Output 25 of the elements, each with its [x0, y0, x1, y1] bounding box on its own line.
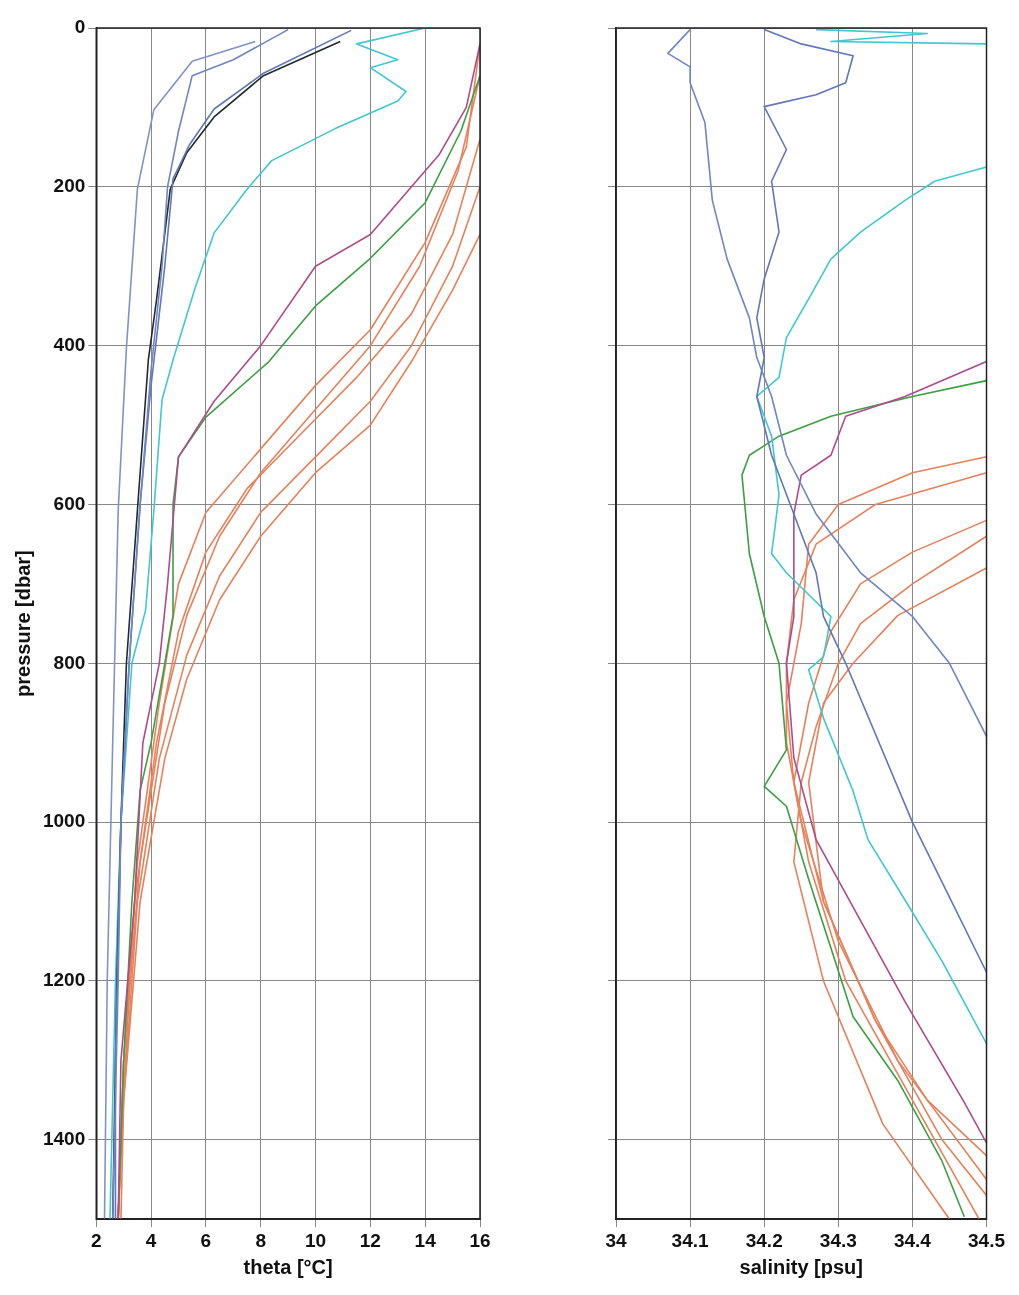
- y-tick-label: 1000: [42, 810, 86, 832]
- x-tick-label: 4: [145, 1229, 157, 1251]
- x-tick-label: 12: [359, 1229, 381, 1251]
- y-tick-label: 1200: [42, 969, 86, 991]
- x-tick-label: 34.5: [968, 1229, 1006, 1251]
- x-tick-label: 34.3: [819, 1229, 857, 1251]
- y-tick-label: 600: [53, 492, 86, 514]
- x-axis-title: theta [°C]: [243, 1255, 333, 1278]
- x-axis-title: salinity [psu]: [739, 1255, 863, 1278]
- x-tick-label: 8: [255, 1229, 267, 1251]
- y-tick-label: 0: [74, 16, 86, 38]
- x-tick-label: 6: [200, 1229, 212, 1251]
- x-tick-label: 16: [469, 1229, 491, 1251]
- y-tick-label: 1400: [42, 1128, 86, 1150]
- y-tick-label: 200: [53, 175, 86, 197]
- y-tick-label: 400: [53, 333, 86, 355]
- x-tick-label: 34.2: [745, 1229, 783, 1251]
- x-tick-label: 14: [414, 1229, 437, 1251]
- y-tick-label: 800: [53, 651, 86, 673]
- x-tick-label: 34: [605, 1229, 627, 1251]
- y-axis-title: pressure [dbar]: [11, 550, 34, 697]
- x-tick-label: 34.1: [671, 1229, 710, 1251]
- x-tick-label: 34.4: [893, 1229, 932, 1251]
- x-tick-label: 2: [90, 1229, 102, 1251]
- x-tick-label: 10: [304, 1229, 327, 1251]
